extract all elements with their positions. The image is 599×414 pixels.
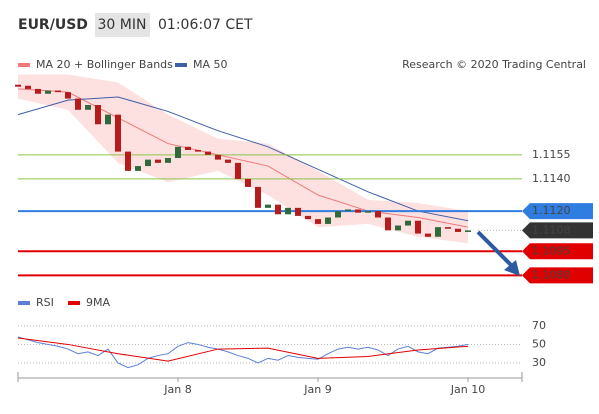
current-price-label: 1.1108 — [532, 223, 571, 236]
candle — [235, 162, 241, 179]
candle — [325, 217, 331, 224]
level-box — [522, 243, 593, 260]
candle — [305, 215, 311, 220]
forecast-arrow — [476, 230, 514, 268]
candle — [265, 204, 271, 208]
ma-line — [17, 96, 469, 222]
candle — [35, 88, 41, 94]
rsi-line — [17, 336, 469, 369]
level-label: 1.1080 — [532, 268, 571, 281]
level-box — [522, 267, 593, 284]
y-tick-label: 70 — [532, 319, 546, 332]
candle — [395, 225, 401, 231]
level-label: 1.1095 — [532, 244, 571, 257]
candle — [175, 146, 181, 159]
candle — [45, 90, 51, 94]
y-tick-label: 50 — [532, 337, 546, 350]
candle — [105, 114, 111, 125]
candle — [215, 154, 221, 160]
candle — [285, 207, 291, 215]
credit: Research © 2020 Trading Central — [402, 58, 586, 71]
candle — [165, 158, 171, 163]
candle — [375, 211, 381, 218]
candle — [245, 178, 251, 187]
x-tick-label: Jan 9 — [303, 383, 331, 396]
candle — [75, 98, 81, 110]
candle — [365, 211, 371, 213]
candle — [295, 207, 301, 216]
candle — [95, 105, 101, 125]
candle — [55, 90, 61, 93]
ma-line — [17, 88, 469, 228]
candle — [255, 186, 261, 208]
candle — [115, 114, 121, 152]
level-label: 1.1120 — [532, 204, 571, 217]
timeframe-box — [95, 13, 150, 37]
candle — [315, 219, 321, 224]
candle — [345, 209, 351, 212]
rsi-line — [17, 337, 469, 362]
candle — [465, 230, 471, 232]
candle — [415, 220, 421, 234]
level-label: 1.1155 — [532, 148, 571, 161]
candle — [205, 151, 211, 155]
candle — [85, 105, 91, 110]
candle — [275, 204, 281, 215]
candle — [445, 227, 451, 229]
legend-label: RSI — [36, 296, 54, 309]
candle — [355, 209, 361, 213]
candle — [135, 166, 141, 171]
candle — [195, 150, 201, 152]
x-tick-label: Jan 10 — [450, 383, 485, 396]
chart-title: EUR/USD — [18, 17, 88, 33]
candle — [155, 159, 161, 163]
level-label: 1.1140 — [532, 172, 571, 185]
candle — [65, 92, 71, 99]
legend-label: MA 20 + Bollinger Bands — [36, 58, 173, 71]
candle — [435, 227, 441, 237]
candle — [185, 146, 191, 150]
current-price-box — [522, 222, 593, 239]
candle — [385, 217, 391, 231]
legend-label: MA 50 — [193, 58, 228, 71]
candle — [405, 220, 411, 226]
bollinger-band — [18, 74, 468, 244]
candle — [225, 159, 231, 163]
candle — [425, 233, 431, 237]
x-tick-label: Jan 8 — [163, 383, 191, 396]
level-box — [522, 203, 593, 220]
timeframe[interactable]: 30 MIN — [98, 17, 147, 33]
clock: 01:06:07 CET — [158, 17, 253, 33]
candle — [25, 85, 31, 89]
candle — [335, 211, 341, 218]
candle — [455, 228, 461, 232]
forecast-arrowhead — [504, 260, 520, 276]
candle — [125, 151, 131, 171]
candle — [145, 159, 151, 167]
legend-label: 9MA — [86, 296, 110, 309]
y-tick-label: 30 — [532, 356, 546, 369]
